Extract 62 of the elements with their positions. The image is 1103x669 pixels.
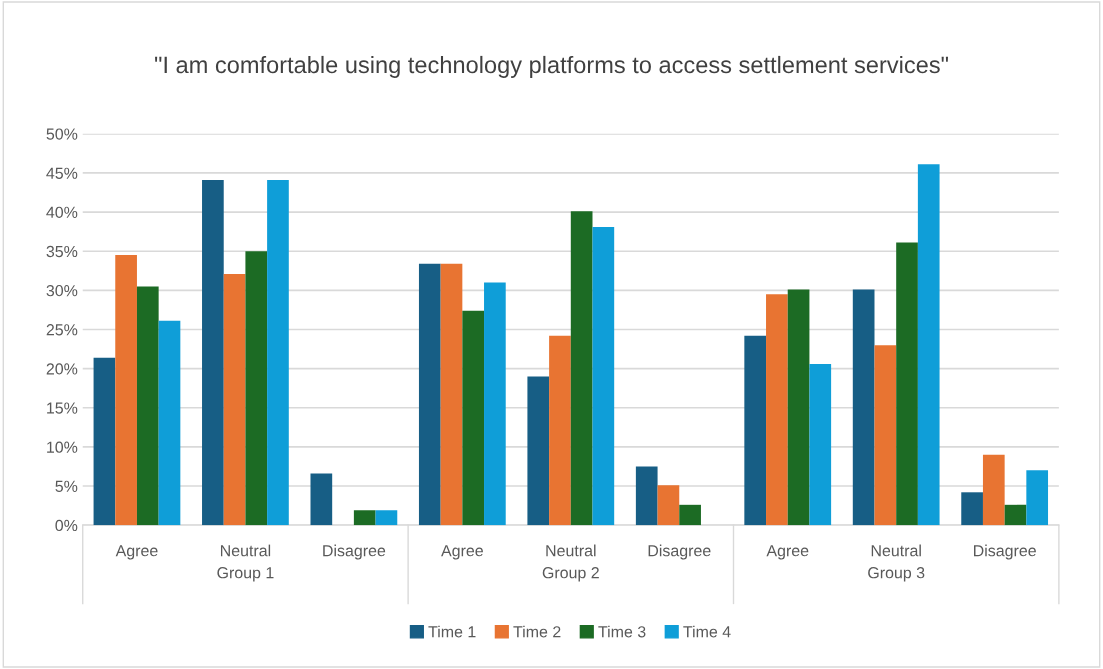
bar	[961, 492, 983, 526]
bar	[462, 310, 485, 526]
bar	[635, 466, 658, 526]
x-tick-label: Disagree	[323, 544, 386, 560]
y-tick-label: 45%	[46, 167, 78, 179]
x-tick-label: Neutral	[220, 544, 271, 557]
bar	[657, 485, 680, 526]
y-tick-label: 0%	[55, 519, 78, 532]
bar	[766, 294, 788, 526]
x-tick-label: Agree	[441, 545, 483, 560]
bar	[1026, 470, 1049, 526]
bar	[852, 289, 875, 526]
x-tick-label: Agree	[115, 545, 158, 560]
bar	[136, 286, 159, 526]
legend-label: Time 1	[428, 625, 476, 638]
text: Group 1	[217, 567, 274, 582]
x-tick-label: Neutral	[546, 544, 596, 557]
bar	[115, 255, 137, 526]
bar	[896, 242, 918, 526]
bar	[874, 345, 897, 526]
legend-label: Time 2	[513, 625, 561, 638]
legend-label: Time 4	[683, 625, 731, 638]
bar	[679, 504, 701, 526]
legend-label: Time 3	[598, 625, 646, 638]
bar	[787, 289, 810, 526]
x-tick-label: Neutral	[871, 544, 921, 557]
bar	[375, 510, 398, 526]
y-tick-label: 25%	[46, 324, 78, 336]
x-tick-label: Disagree	[648, 544, 711, 560]
bar	[527, 376, 550, 526]
bar	[310, 473, 333, 526]
bar	[1004, 504, 1027, 526]
bar	[202, 179, 224, 526]
bar	[809, 363, 832, 526]
y-tick-label: 5%	[55, 480, 78, 492]
chart-title: "I am comfortable using technology platforms to access settlement services"	[155, 55, 948, 78]
y-tick-label: 30%	[46, 284, 78, 297]
bar	[158, 320, 181, 526]
bar	[223, 273, 246, 526]
x-tick-label: Agree	[766, 545, 809, 560]
bar	[267, 179, 289, 526]
bar	[484, 282, 506, 526]
text: Group 3	[868, 567, 925, 582]
bar	[440, 263, 463, 526]
bar	[549, 335, 571, 526]
y-tick-label: 50%	[46, 128, 78, 140]
y-tick-label: 40%	[46, 206, 78, 219]
bar	[744, 335, 767, 526]
bar	[418, 263, 441, 526]
bar	[570, 211, 593, 526]
bar	[245, 251, 268, 526]
y-tick-label: 15%	[47, 402, 78, 414]
bar	[93, 357, 116, 526]
x-tick-label: Disagree	[974, 544, 1036, 560]
y-tick-label: 35%	[46, 245, 78, 258]
bar	[592, 226, 615, 526]
bar	[917, 164, 940, 526]
y-tick-label: 20%	[46, 363, 78, 375]
text: Group 2	[542, 567, 599, 582]
y-tick-label: 10%	[47, 441, 78, 453]
bar	[982, 454, 1005, 526]
bar	[353, 510, 376, 526]
